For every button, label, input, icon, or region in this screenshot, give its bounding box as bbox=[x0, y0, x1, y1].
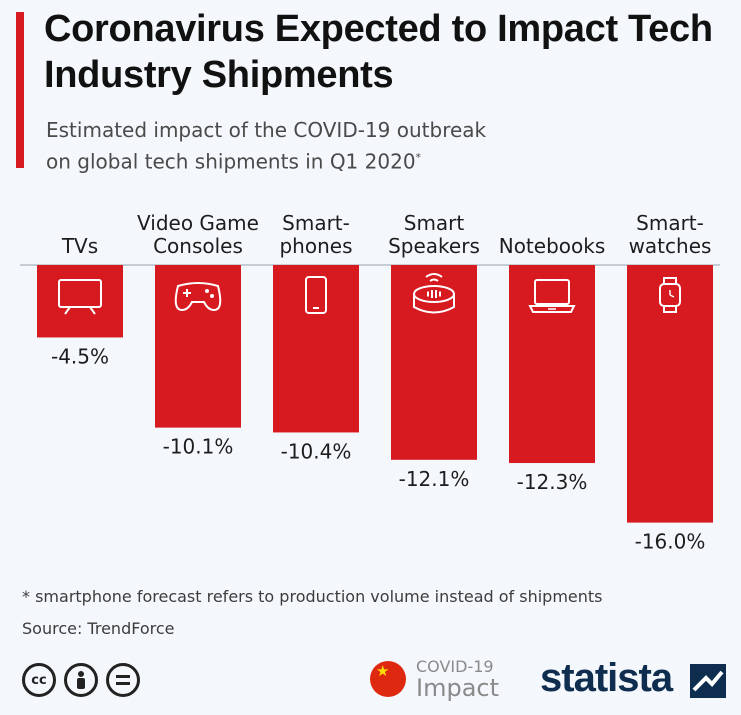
attribution-icon[interactable] bbox=[64, 663, 98, 697]
chart-title: Coronavirus Expected to Impact Tech Indu… bbox=[44, 8, 713, 96]
category-label-2-0: Smart- bbox=[282, 211, 350, 235]
category-label-1-1: Consoles bbox=[153, 234, 243, 258]
bar-1 bbox=[155, 265, 241, 428]
category-label-0-0: TVs bbox=[61, 234, 98, 258]
bar-0 bbox=[37, 265, 123, 338]
bar-3 bbox=[391, 265, 477, 460]
category-label-2-1: phones bbox=[279, 234, 352, 258]
category-label-4-0: Notebooks bbox=[499, 234, 606, 258]
laptop-icon bbox=[528, 279, 576, 313]
badge-line-1: COVID-19 bbox=[416, 657, 494, 676]
category-label-3-0: Smart bbox=[404, 211, 465, 235]
license-icons: cc bbox=[22, 663, 140, 697]
subtitle-line-2: on global tech shipments in Q1 2020 bbox=[46, 149, 416, 174]
no-derivatives-icon[interactable] bbox=[106, 663, 140, 697]
value-label-2: -10.4% bbox=[281, 439, 352, 463]
chart-subtitle: Estimated impact of the COVID-19 outbrea… bbox=[46, 116, 686, 176]
china-flag-icon: ★ bbox=[370, 661, 406, 697]
smart-speaker-icon bbox=[413, 273, 455, 314]
source-note: Source: TrendForce bbox=[22, 619, 175, 638]
smartphone-icon bbox=[305, 276, 327, 314]
bar-5 bbox=[627, 265, 713, 523]
bar-2 bbox=[273, 265, 359, 433]
footnote: * smartphone forecast refers to producti… bbox=[22, 587, 603, 606]
value-label-4: -12.3% bbox=[517, 470, 588, 494]
category-label-5-1: watches bbox=[629, 234, 712, 258]
cc-icon[interactable]: cc bbox=[22, 663, 56, 697]
value-label-1: -10.1% bbox=[163, 435, 234, 459]
value-label-3: -12.1% bbox=[399, 467, 470, 491]
gamepad-icon bbox=[174, 282, 222, 312]
subtitle-footnote-mark: * bbox=[415, 151, 422, 164]
subtitle-line-1: Estimated impact of the COVID-19 outbrea… bbox=[46, 118, 487, 142]
covid-impact-badge: ★ COVID-19 Impact bbox=[370, 658, 499, 700]
value-label-0: -4.5% bbox=[51, 344, 109, 368]
bar-4 bbox=[509, 265, 595, 464]
statista-logo-text[interactable]: statista bbox=[540, 656, 673, 700]
statista-logo-icon bbox=[690, 664, 726, 698]
badge-line-2: Impact bbox=[416, 674, 500, 702]
category-label-1-0: Video Game bbox=[137, 211, 259, 235]
category-label-3-1: Speakers bbox=[388, 234, 480, 258]
tv-icon bbox=[58, 279, 102, 315]
accent-bar bbox=[16, 12, 24, 168]
smartwatch-icon bbox=[659, 277, 681, 313]
category-label-5-0: Smart- bbox=[636, 211, 704, 235]
value-label-5: -16.0% bbox=[635, 530, 706, 554]
